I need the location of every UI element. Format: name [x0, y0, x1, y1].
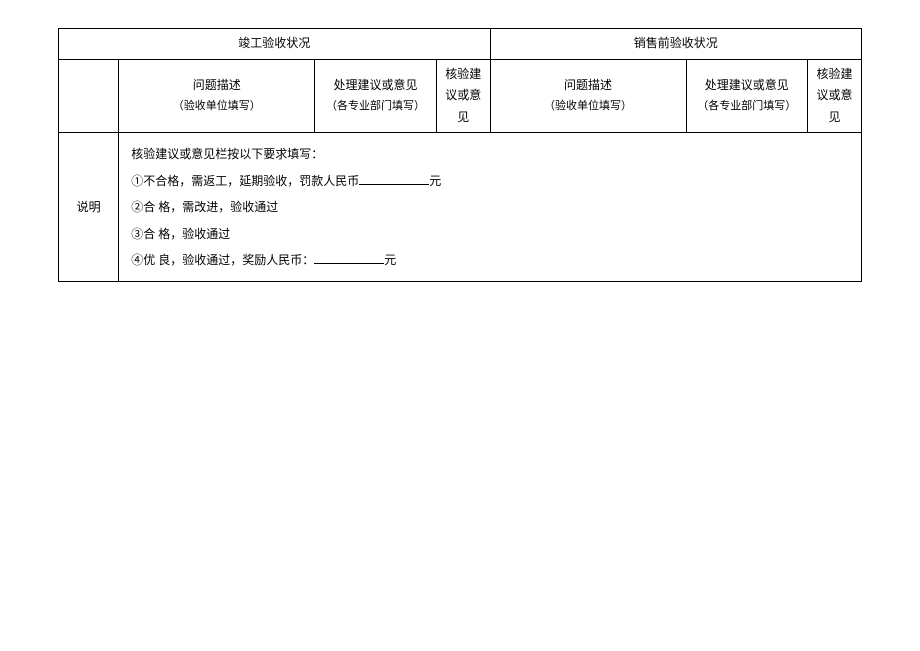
instr-item1-pre: ①不合格，需返工，延期验收，罚款人民币 — [131, 174, 359, 188]
instr-item4-pre: ④优 良，验收通过，奖励人民币： — [131, 253, 314, 267]
instr-intro: 核验建议或意见栏按以下要求填写： — [131, 141, 849, 167]
header-presale: 销售前验收状况 — [490, 29, 861, 60]
header-empty — [59, 59, 119, 133]
table-row: 竣工验收状况 销售前验收状况 — [59, 29, 862, 60]
header-desc-sub-r: （验收单位填写） — [497, 97, 680, 117]
instructions-cell: 核验建议或意见栏按以下要求填写： ①不合格，需返工，延期验收，罚款人民币元 ②合… — [119, 133, 862, 282]
header-desc-left: 问题描述 （验收单位填写） — [119, 59, 315, 133]
header-suggest-title-r: 处理建议或意见 — [693, 75, 802, 97]
header-desc-right: 问题描述 （验收单位填写） — [490, 59, 686, 133]
table-row: 问题描述 （验收单位填写） 处理建议或意见 （各专业部门填写） 核验建议或意见 … — [59, 59, 862, 133]
instr-item1-post: 元 — [429, 174, 441, 188]
header-desc-title: 问题描述 — [125, 75, 308, 97]
header-desc-title-r: 问题描述 — [497, 75, 680, 97]
header-suggest-sub-r: （各专业部门填写） — [693, 97, 802, 117]
instr-item4: ④优 良，验收通过，奖励人民币： 元 — [131, 247, 849, 273]
instr-item4-post: 元 — [384, 253, 396, 267]
page-container: 竣工验收状况 销售前验收状况 问题描述 （验收单位填写） 处理建议或意见 （各专… — [0, 0, 920, 282]
instr-item2: ②合 格，需改进，验收通过 — [131, 194, 849, 220]
blank-line — [359, 173, 429, 185]
header-suggest-title: 处理建议或意见 — [321, 75, 430, 97]
header-desc-sub: （验收单位填写） — [125, 97, 308, 117]
header-suggest-left: 处理建议或意见 （各专业部门填写） — [315, 59, 437, 133]
acceptance-table: 竣工验收状况 销售前验收状况 问题描述 （验收单位填写） 处理建议或意见 （各专… — [58, 28, 862, 282]
table-row: 说明 核验建议或意见栏按以下要求填写： ①不合格，需返工，延期验收，罚款人民币元… — [59, 133, 862, 282]
header-suggest-right: 处理建议或意见 （各专业部门填写） — [686, 59, 808, 133]
header-verify-left: 核验建议或意见 — [436, 59, 490, 133]
row-label: 说明 — [59, 133, 119, 282]
instr-item1: ①不合格，需返工，延期验收，罚款人民币 元 — [131, 168, 849, 194]
header-completion: 竣工验收状况 — [59, 29, 491, 60]
blank-line — [314, 252, 384, 264]
instr-item3: ③合 格，验收通过 — [131, 221, 849, 247]
header-verify-right: 核验建议或意见 — [808, 59, 862, 133]
header-suggest-sub: （各专业部门填写） — [321, 97, 430, 117]
